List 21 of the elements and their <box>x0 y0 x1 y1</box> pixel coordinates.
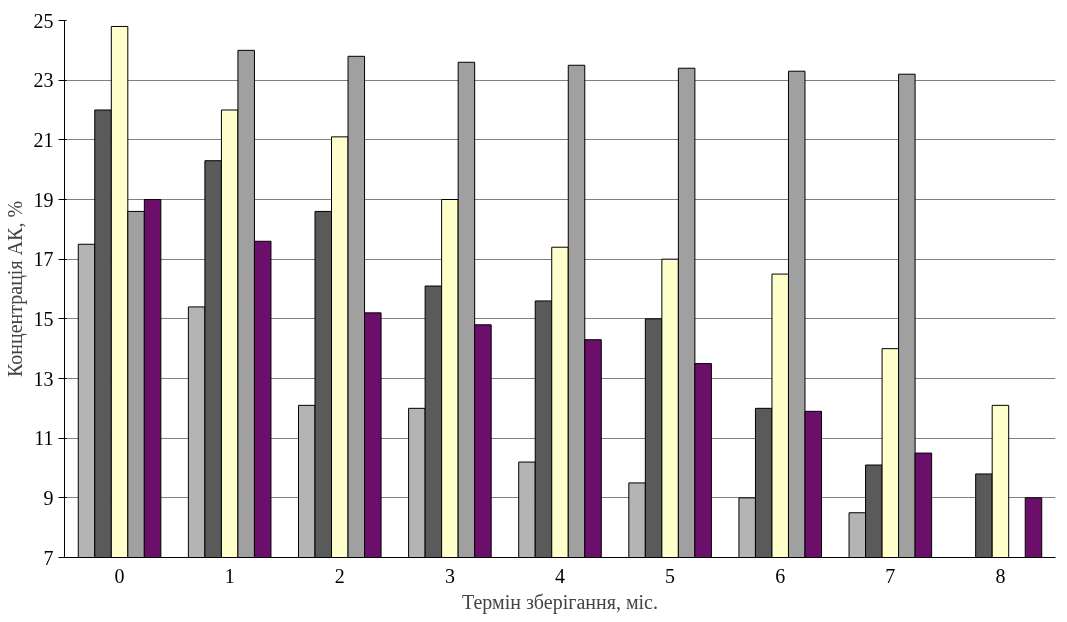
y-tick-label: 7 <box>43 546 54 569</box>
y-tick-label: 17 <box>33 248 54 271</box>
x-tick-label: 8 <box>995 564 1006 587</box>
x-tick-label: 7 <box>885 564 896 587</box>
y-tick-label: 15 <box>33 307 54 330</box>
x-tick-label: 5 <box>665 564 676 587</box>
x-axis-title: Термін зберігання, міс. <box>462 590 658 614</box>
x-tick-label: 0 <box>114 564 125 587</box>
x-tick-label: 1 <box>224 564 235 587</box>
x-tick-label: 2 <box>334 564 345 587</box>
y-tick-label: 23 <box>33 69 54 92</box>
x-tick-label: 3 <box>444 564 455 587</box>
y-tick-label: 25 <box>33 9 54 32</box>
x-tick-label: 6 <box>775 564 786 587</box>
y-tick-label: 19 <box>33 188 54 211</box>
x-tick-label: 4 <box>555 564 565 587</box>
y-tick-label: 13 <box>33 367 54 390</box>
y-tick-label: 21 <box>33 128 54 151</box>
y-tick-label: 11 <box>34 427 54 450</box>
y-tick-label: 9 <box>43 486 54 509</box>
y-axis-title: Концентрація АК, % <box>3 200 27 378</box>
